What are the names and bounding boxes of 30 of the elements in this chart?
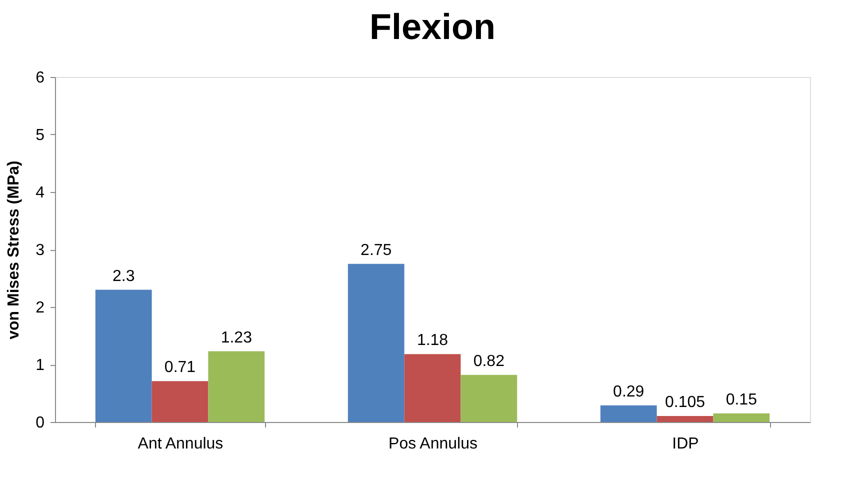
data-label: 2.3 bbox=[112, 268, 135, 285]
data-label: 1.18 bbox=[416, 332, 448, 350]
x-tick-label: IDP bbox=[672, 436, 699, 452]
bar bbox=[348, 264, 404, 422]
x-tick-label: Pos Annulus bbox=[388, 436, 478, 452]
bar bbox=[713, 413, 770, 422]
data-label: 0.82 bbox=[473, 352, 505, 370]
data-label: 0.29 bbox=[613, 383, 644, 400]
y-tick-label: 3 bbox=[36, 242, 45, 259]
bar bbox=[460, 374, 518, 422]
y-tick-label: 4 bbox=[36, 184, 45, 202]
bar bbox=[656, 416, 714, 422]
bar bbox=[152, 381, 208, 422]
data-label: 0.105 bbox=[664, 394, 706, 411]
x-tick-label: Ant Annulus bbox=[138, 436, 224, 452]
data-label: 0.71 bbox=[164, 359, 196, 376]
bar bbox=[404, 354, 461, 422]
y-tick-label: 6 bbox=[36, 70, 45, 86]
data-label: 2.75 bbox=[360, 242, 392, 259]
bar bbox=[208, 351, 265, 422]
y-tick-label: 0 bbox=[36, 414, 45, 432]
data-label: 1.23 bbox=[220, 329, 252, 346]
bar bbox=[600, 405, 657, 422]
data-label: 0.15 bbox=[726, 391, 758, 408]
chart-title: Flexion bbox=[369, 6, 496, 47]
bar bbox=[95, 290, 152, 422]
y-axis-title: von Mises Stress (MPa) bbox=[6, 160, 23, 340]
y-tick-label: 5 bbox=[36, 127, 45, 144]
y-tick-label: 2 bbox=[36, 300, 45, 316]
y-tick-label: 1 bbox=[36, 357, 45, 374]
